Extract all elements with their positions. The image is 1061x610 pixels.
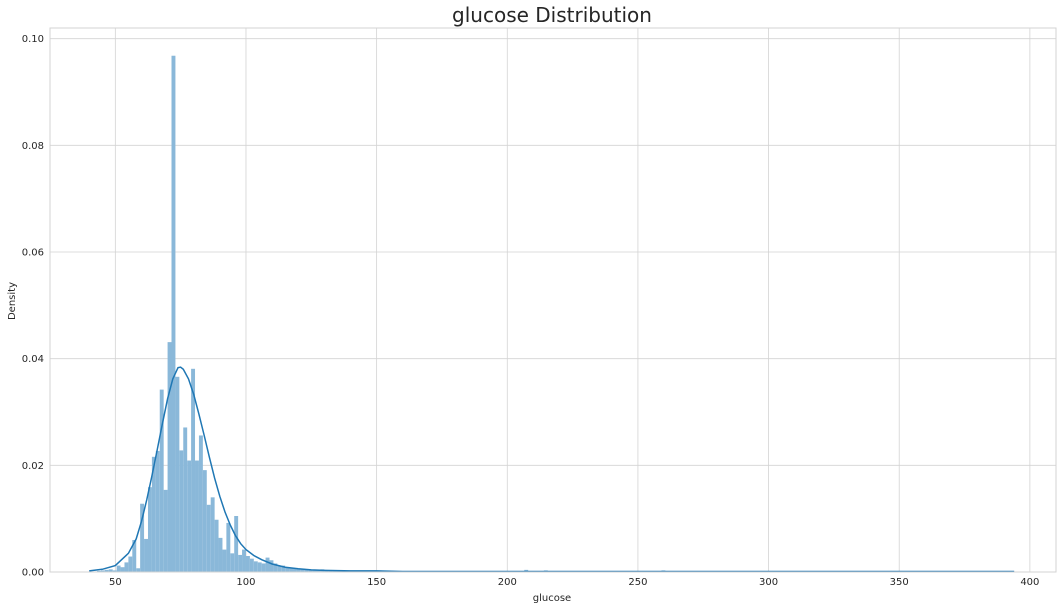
histogram-bar <box>269 560 274 572</box>
histogram-bar <box>226 522 231 572</box>
histogram-bar <box>265 557 270 572</box>
histogram-bar <box>312 569 317 572</box>
histogram-bar <box>304 569 309 572</box>
x-tick-labels: 50 100 150 200 250 300 350 400 <box>109 577 1039 588</box>
histogram-bar <box>242 549 246 572</box>
histogram-bar <box>222 549 227 572</box>
histogram-bar <box>159 389 164 572</box>
histogram-bar <box>183 427 188 572</box>
histogram-bar <box>97 570 101 572</box>
histogram-bar <box>206 504 211 572</box>
histogram-bar <box>112 570 117 572</box>
histogram-bar <box>144 538 148 572</box>
y-tick-label: 0.02 <box>22 461 44 472</box>
histogram-bar <box>273 563 278 572</box>
histogram-bar <box>195 460 199 572</box>
histogram-bar <box>281 565 286 572</box>
histogram-bar <box>108 569 113 572</box>
histogram-bars <box>89 55 1015 572</box>
histogram-bar <box>214 519 219 572</box>
x-tick-label: 400 <box>1020 577 1039 588</box>
histogram-bar <box>328 570 333 572</box>
histogram-bar <box>238 554 243 572</box>
histogram-bar <box>120 567 125 572</box>
histogram-bar <box>175 376 180 572</box>
histogram-bar <box>308 569 313 572</box>
histogram-bar <box>124 562 129 572</box>
y-tick-label: 0.04 <box>22 354 44 365</box>
histogram-bar <box>285 567 290 572</box>
y-tick-labels: 0.00 0.02 0.04 0.06 0.08 0.10 <box>22 34 44 578</box>
histogram-bar <box>245 556 250 572</box>
plot-frame <box>49 27 1057 573</box>
histogram-bar <box>234 516 239 572</box>
histogram-bar <box>151 456 156 572</box>
histogram-bar <box>230 553 235 572</box>
histogram-bar <box>179 450 184 572</box>
y-tick-label: 0.06 <box>22 248 44 259</box>
histogram-bar <box>187 460 192 572</box>
histogram-bar <box>316 570 321 572</box>
histogram-bar <box>257 562 262 572</box>
histogram-bar <box>289 567 294 572</box>
histogram-bar <box>300 569 305 572</box>
histogram-bar <box>198 435 203 572</box>
x-tick-label: 300 <box>759 577 778 588</box>
x-tick-label: 250 <box>628 577 647 588</box>
x-tick-label: 200 <box>498 577 517 588</box>
histogram-bar <box>249 558 254 572</box>
histogram-bar <box>324 570 329 572</box>
histogram-bar <box>210 497 215 572</box>
histogram-bar <box>167 342 172 572</box>
histogram-bar <box>202 470 207 572</box>
histogram-bar <box>261 563 266 572</box>
histogram-bar <box>296 568 301 572</box>
histogram-bar <box>136 568 141 572</box>
grid-lines <box>50 28 1056 573</box>
chart-title: glucose Distribution <box>452 3 652 27</box>
histogram-bar <box>155 450 160 572</box>
histogram-bar <box>191 368 196 572</box>
x-axis-label: glucose <box>533 593 571 604</box>
y-axis-label: Density <box>7 282 18 320</box>
x-tick-label: 100 <box>236 577 255 588</box>
histogram-bar <box>163 489 168 572</box>
histogram-bar <box>132 540 137 572</box>
histogram-bar <box>147 487 152 572</box>
histogram-bar <box>277 565 282 572</box>
y-tick-label: 0.08 <box>22 141 44 152</box>
histogram-bar <box>218 537 223 572</box>
x-tick-label: 350 <box>890 577 909 588</box>
histogram-bar <box>171 55 176 572</box>
histogram-bar <box>100 570 105 572</box>
histogram-bar <box>293 568 297 572</box>
histogram-bar <box>140 503 145 572</box>
y-tick-label: 0.00 <box>22 568 44 579</box>
histogram-bar <box>116 565 121 572</box>
x-tick-label: 50 <box>109 577 122 588</box>
histogram-bar <box>128 556 133 572</box>
x-tick-label: 150 <box>367 577 386 588</box>
y-tick-label: 0.10 <box>22 34 44 45</box>
histogram-bar <box>253 561 258 572</box>
histogram-bar <box>104 569 109 572</box>
